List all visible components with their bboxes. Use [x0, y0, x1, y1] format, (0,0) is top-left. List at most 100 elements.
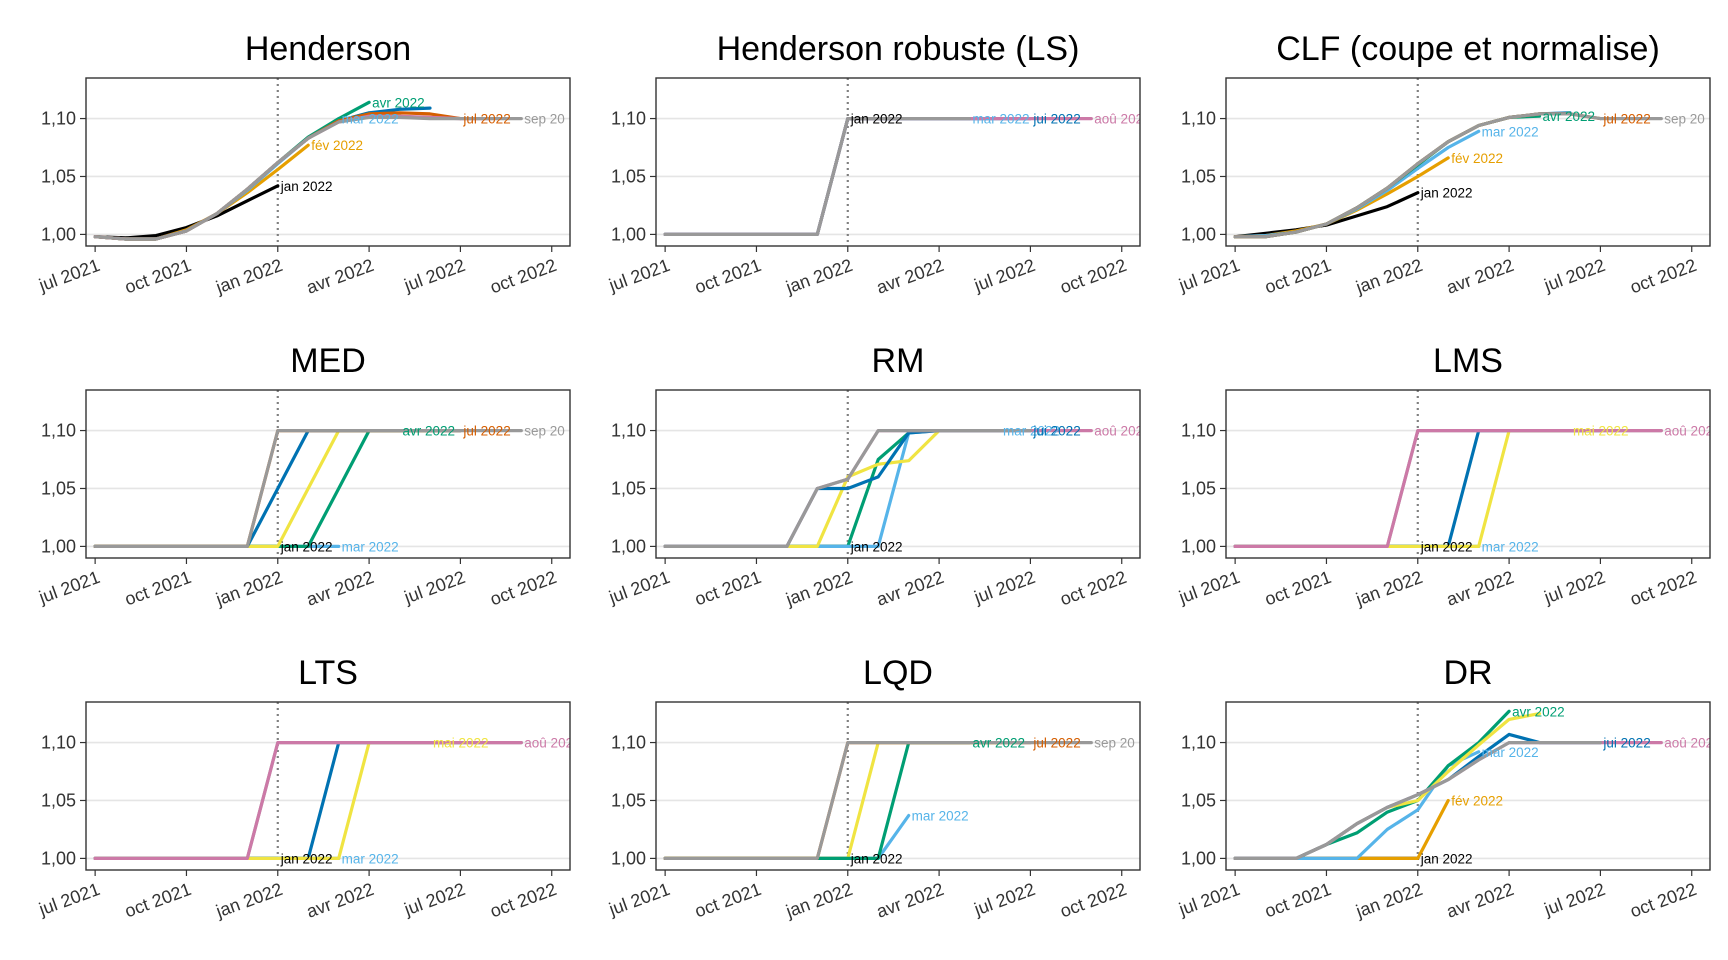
x-tick-label: jan 2022 [782, 567, 855, 610]
series-group [93, 429, 523, 549]
x-tick-label: jul 2021 [35, 255, 102, 296]
panel-title: LMS [1433, 342, 1503, 380]
series-end-label: aoû 2022 [1094, 112, 1150, 127]
y-tick-label: 1,05 [41, 166, 76, 186]
x-tick-label: jan 2022 [212, 255, 285, 298]
series-end-label: jan 2022 [850, 851, 903, 866]
series-end-label: avr 2022 [1512, 704, 1565, 719]
series-end-label: sep 20 [1664, 112, 1705, 127]
x-tick-label: jan 2022 [782, 879, 855, 922]
panel-frame [655, 77, 1141, 247]
y-tick-label: 1,05 [611, 478, 646, 498]
x-tick-label: jan 2022 [212, 879, 285, 922]
series-end-label: jan 2022 [1420, 186, 1473, 201]
x-tick-label: oct 2022 [1057, 255, 1129, 297]
panel-frame [655, 701, 1141, 871]
x-tick-label: avr 2022 [874, 255, 947, 298]
series-end-label: mar 2022 [342, 851, 399, 866]
panel-4: MED 1,00 1,05 1,10 jul 2021 oct 2021 jan 2022 a… [35, 342, 571, 610]
y-tick-label: 1,10 [41, 733, 76, 753]
series-end-label: jui 2022 [1602, 736, 1650, 751]
x-tick-label: avr 2022 [874, 879, 947, 922]
series-line [93, 429, 523, 549]
x-tick-label: avr 2022 [304, 879, 377, 922]
y-tick-label: 1,00 [41, 848, 76, 868]
series-end-label: fév 2022 [1451, 151, 1503, 166]
series-line [1233, 740, 1603, 861]
series-end-label: mar 2022 [342, 539, 399, 554]
x-tick-label: oct 2021 [122, 879, 194, 921]
series-end-label: jan 2022 [1420, 539, 1473, 554]
series-end-label: mar 2022 [1482, 124, 1539, 139]
x-tick-label: oct 2021 [122, 255, 194, 297]
y-tick-label: 1,05 [1181, 166, 1216, 186]
x-tick-label: jul 2021 [605, 255, 672, 296]
series-end-label: jul 2022 [462, 424, 510, 439]
series-end-label: aoû 2022 [1094, 424, 1150, 439]
y-tick-label: 1,10 [1181, 109, 1216, 129]
series-line [663, 740, 1093, 861]
y-tick-label: 1,00 [611, 224, 646, 244]
series-end-label: mar 2022 [1003, 424, 1060, 439]
series-group [1233, 709, 1663, 861]
y-tick-label: 1,00 [1181, 536, 1216, 556]
series-line [1233, 429, 1663, 549]
x-tick-label: oct 2021 [1262, 879, 1334, 921]
y-tick-label: 1,10 [1181, 421, 1216, 441]
series-group [1233, 429, 1663, 549]
y-tick-label: 1,05 [1181, 790, 1216, 810]
panel-title: LTS [298, 654, 358, 692]
x-tick-label: oct 2021 [692, 879, 764, 921]
y-tick-label: 1,05 [611, 166, 646, 186]
x-tick-label: jul 2021 [1175, 255, 1242, 296]
series-line [1233, 750, 1481, 861]
series-end-label: jui 2022 [1032, 424, 1080, 439]
x-tick-label: oct 2022 [1057, 567, 1129, 609]
y-tick-label: 1,05 [41, 478, 76, 498]
y-tick-label: 1,00 [611, 848, 646, 868]
series-line [93, 740, 523, 861]
series-group [663, 740, 1093, 861]
x-tick-label: jul 2022 [401, 879, 468, 920]
x-tick-label: oct 2022 [1627, 255, 1699, 297]
x-tick-label: avr 2022 [1444, 879, 1517, 922]
panel-7: LTS 1,00 1,05 1,10 jul 2021 oct 2021 jan 2022 a… [35, 654, 571, 922]
series-end-label: jul 2022 [1032, 736, 1080, 751]
x-tick-label: avr 2022 [1444, 567, 1517, 610]
series-end-label: avr 2022 [1543, 109, 1596, 124]
panel-frame [85, 389, 571, 559]
series-group [93, 740, 523, 861]
series-end-label: mar 2022 [1482, 539, 1539, 554]
series-end-label: sep 20 [524, 424, 565, 439]
series-line [663, 116, 972, 236]
series-line [93, 114, 493, 241]
x-tick-label: jul 2022 [1541, 567, 1608, 608]
panel-frame [655, 389, 1141, 559]
series-end-label: mai 2022 [1573, 424, 1629, 439]
series-end-label: mar 2022 [342, 112, 399, 127]
x-tick-label: jul 2021 [605, 879, 672, 920]
y-tick-label: 1,10 [611, 109, 646, 129]
series-line [1233, 709, 1511, 861]
series-line [93, 100, 371, 241]
x-tick-label: jul 2022 [401, 567, 468, 608]
panel-title: LQD [863, 654, 933, 692]
panel-2: Henderson robuste (LS) 1,00 1,05 1,10 jul 20… [605, 30, 1150, 298]
y-tick-label: 1,00 [1181, 848, 1216, 868]
y-tick-label: 1,00 [41, 224, 76, 244]
series-end-label: jan 2022 [280, 539, 333, 554]
series-end-label: mai 2022 [433, 736, 489, 751]
x-tick-label: jan 2022 [212, 567, 285, 610]
y-tick-label: 1,10 [41, 109, 76, 129]
x-tick-label: oct 2022 [487, 879, 559, 921]
x-tick-label: jul 2021 [1175, 879, 1242, 920]
x-tick-label: oct 2022 [1627, 567, 1699, 609]
y-tick-label: 1,05 [1181, 478, 1216, 498]
series-end-label: mar 2022 [973, 112, 1030, 127]
series-end-label: avr 2022 [372, 95, 425, 110]
panel-frame [1225, 701, 1711, 871]
y-tick-label: 1,10 [41, 421, 76, 441]
series-line [93, 106, 432, 241]
panel-frame [1225, 77, 1711, 247]
